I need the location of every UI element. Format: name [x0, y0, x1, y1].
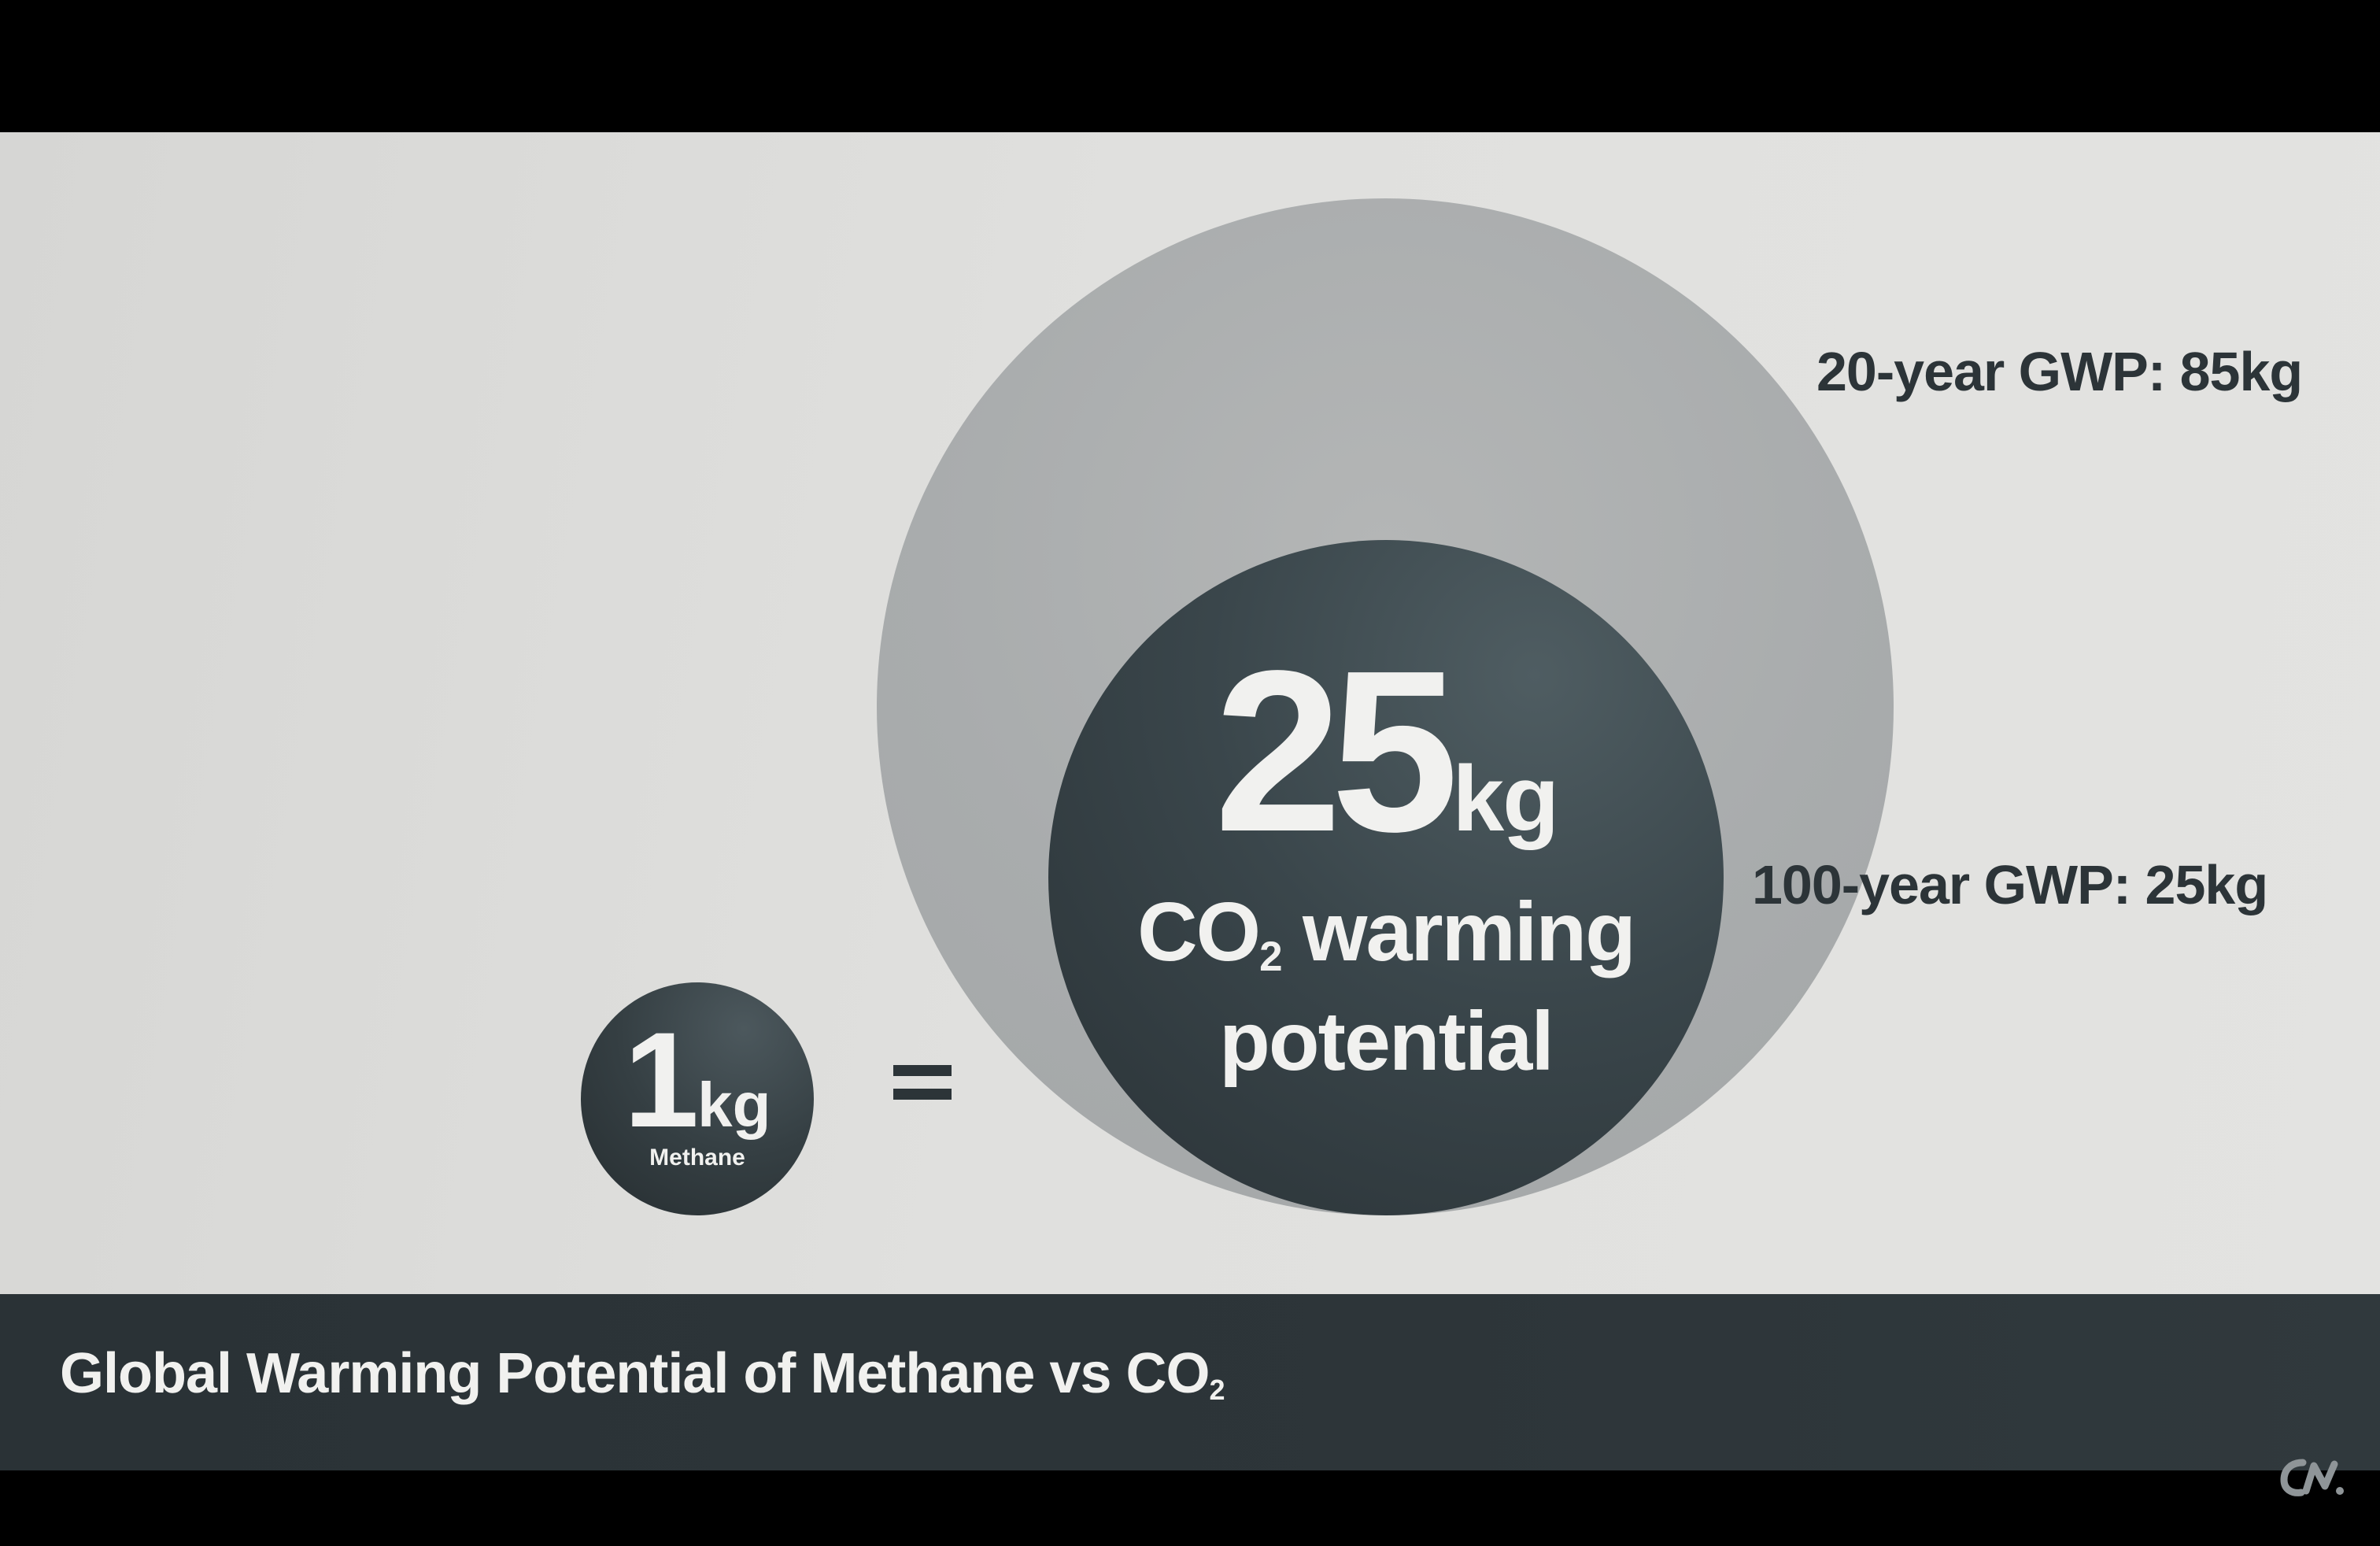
equals-sign — [893, 1065, 952, 1112]
caption-title: Global Warming Potential of Methane vs C… — [60, 1341, 1225, 1406]
methane-label: Methane — [649, 1145, 745, 1171]
letterbox-top — [0, 0, 2380, 132]
co2-equivalent-unit: kg — [1452, 747, 1560, 851]
co2-equivalent-value: 25kg — [1048, 636, 1724, 866]
co2-caption-line-1: CO2 warming — [1048, 885, 1724, 994]
caption-title-subscript: 2 — [1209, 1374, 1225, 1406]
equals-bar-bottom — [893, 1089, 952, 1100]
co2-equivalent-number: 25 — [1214, 623, 1459, 879]
gwp-20-year-label: 20-year GWP: 85kg — [1816, 341, 2303, 402]
cnbc-style-logo-icon — [2280, 1459, 2344, 1496]
methane-circle — [581, 982, 814, 1215]
caption-band: Global Warming Potential of Methane vs C… — [0, 1294, 2380, 1470]
gwp-100-year-circle — [1048, 540, 1724, 1215]
gwp-100-year-label: 100-year GWP: 25kg — [1752, 854, 2268, 915]
co2-caption-prefix: CO — [1137, 886, 1261, 978]
co2-caption-line-2: potential — [1219, 995, 1554, 1088]
co2-caption-subscript: 2 — [1259, 934, 1283, 981]
caption-title-text: Global Warming Potential of Methane vs C… — [60, 1342, 1210, 1405]
methane-value: 1kg — [581, 1012, 814, 1148]
letterbox-bottom — [0, 1470, 2380, 1546]
equals-bar-top — [893, 1065, 952, 1076]
co2-warming-caption: CO2 warming potential — [1048, 885, 1724, 1089]
diagram-stage: 25kg CO2 warming potential 1kg Methane 2… — [0, 132, 2380, 1294]
methane-number: 1 — [623, 1004, 699, 1156]
co2-caption-line-1-rest: warming — [1281, 886, 1636, 978]
methane-unit: kg — [697, 1070, 771, 1140]
